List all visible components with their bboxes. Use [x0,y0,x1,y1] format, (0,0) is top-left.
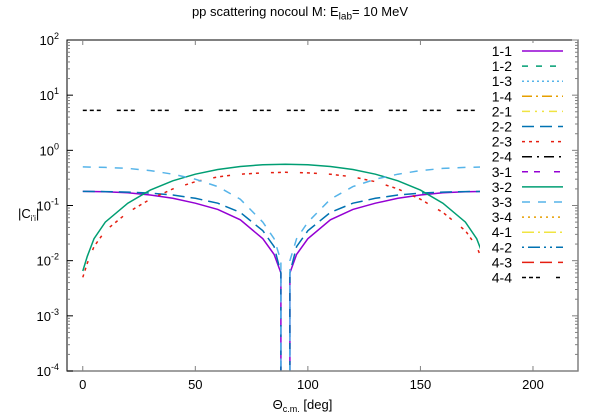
curve-2-3 [82,171,489,278]
x-tick-label: 0 [79,377,86,392]
legend-item-3-3: 3-3 [492,194,568,210]
svg-text:4-2: 4-2 [492,239,512,255]
svg-text:1-2: 1-2 [492,58,512,74]
svg-text:3-4: 3-4 [492,209,512,225]
svg-text:4-1: 4-1 [492,224,512,240]
legend-item-1-1: 1-1 [492,43,568,59]
legend-item-4-3: 4-3 [492,254,568,270]
svg-text:2-4: 2-4 [492,149,512,165]
svg-text:4-4: 4-4 [492,270,512,286]
y-tick-label: 10-3 [37,307,59,324]
legend-item-2-2: 2-2 [492,118,568,135]
legend-item-3-1: 3-1 [492,163,568,180]
legend-item-1-4: 1-4 [492,88,568,104]
legend-item-1-2: 1-2 [492,58,568,74]
legend-item-2-3: 2-3 [492,133,568,150]
curve-2-2 [82,190,489,371]
legend: 1-11-21-31-42-12-22-32-43-13-23-33-44-14… [480,42,568,287]
legend-item-4-4: 4-4 [492,269,568,286]
svg-text:3-1: 3-1 [492,164,512,180]
legend-item-3-4: 3-4 [492,209,568,225]
x-tick-label: 150 [410,377,432,392]
svg-text:3-3: 3-3 [492,194,512,210]
legend-item-4-2: 4-2 [492,239,568,255]
x-tick-label: 200 [522,377,544,392]
axes: 0 50 100 150 200 Θc.m. [deg] 102 101 100 10-1 10-2… [18,31,579,414]
svg-text:2-1: 2-1 [492,103,512,119]
y-tick-label: 100 [40,141,59,158]
svg-text:4-3: 4-3 [492,254,512,270]
y-tick-label: 10-2 [37,252,59,269]
y-tick-label: 10-1 [37,197,59,214]
y-axis-label: |Ci'i| [18,206,39,223]
svg-text:1-4: 1-4 [492,88,512,104]
legend-item-2-4: 2-4 [492,148,568,165]
x-tick-label: 100 [297,377,319,392]
legend-item-3-2: 3-2 [492,178,568,195]
chart-title: pp scattering nocoul M: Elab= 10 MeV [191,4,409,23]
x-tick-label: 50 [188,377,202,392]
curve-3-2 [82,163,489,272]
legend-item-1-3: 1-3 [492,73,568,89]
svg-text:1-3: 1-3 [492,73,512,89]
y-tick-label: 10-4 [37,362,59,379]
curve-3-3 [82,166,489,371]
legend-item-4-1: 4-1 [492,224,568,240]
data-curves [82,109,489,371]
svg-text:3-2: 3-2 [492,179,512,195]
y-tick-label: 101 [40,86,59,103]
svg-text:2-3: 2-3 [492,134,512,150]
curve-1-1 [82,190,489,371]
svg-text:2-2: 2-2 [492,119,512,135]
y-tick-label: 102 [40,31,59,48]
x-axis-label: Θc.m. [deg] [273,397,333,414]
svg-text:1-1: 1-1 [492,43,512,59]
legend-item-2-1: 2-1 [492,103,568,119]
